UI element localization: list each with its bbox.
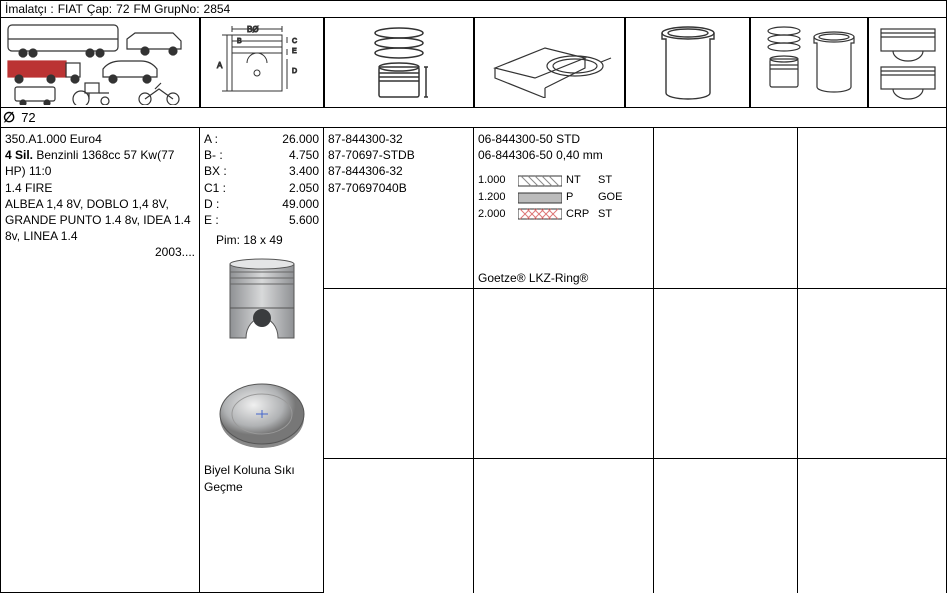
diameter-value: 72 — [116, 2, 129, 16]
ring-header: 06-844306-50 0,40 mm — [478, 147, 649, 163]
dim-label: C1 : — [204, 180, 234, 196]
data-grid: 350.A1.000 Euro4 4 Sil. Benzinli 1368cc … — [0, 128, 947, 593]
engine-column: 350.A1.000 Euro4 4 Sil. Benzinli 1368cc … — [0, 128, 200, 593]
diameter-symbol-icon: ∅ — [3, 109, 15, 126]
pim-spec: Pim: 18 x 49 — [216, 232, 319, 248]
group-label: FM GrupNo: — [134, 2, 200, 16]
dim-row: C1 :2.050 — [204, 180, 319, 196]
ring-mfr: ST — [598, 207, 612, 222]
engine-cyl-line: 4 Sil. Benzinli 1368cc 57 Kw(77 — [5, 147, 195, 163]
dim-label: B- : — [204, 147, 234, 163]
partno-line: 87-70697-STDB — [328, 147, 469, 163]
partno-line: 87-844306-32 — [328, 163, 469, 179]
ring-thickness: 2.000 — [478, 207, 514, 222]
empty-cell — [474, 289, 654, 458]
ring-spec-column: 06-844300-50 STD 06-844306-50 0,40 mm 1.… — [474, 128, 654, 288]
partno-column: 87-844300-32 87-70697-STDB 87-844306-32 … — [324, 128, 474, 288]
empty-cell — [654, 459, 798, 593]
diameter-row-value: 72 — [21, 110, 35, 125]
ring-set-box-icon — [474, 18, 625, 108]
group-value: 2854 — [204, 2, 231, 16]
ring-type: NT — [566, 173, 594, 188]
piston-plus-liner-icon — [750, 18, 868, 108]
dim-label: D : — [204, 196, 234, 212]
dim-label: A : — [204, 131, 234, 147]
empty-cell — [798, 459, 947, 593]
partno-line: 87-844300-32 — [328, 131, 469, 147]
header-bar: İmalatçı : FIAT Çap: 72 FM GrupNo: 2854 — [0, 0, 947, 18]
dim-row: D :49.000 — [204, 196, 319, 212]
dim-label: E : — [204, 212, 234, 228]
dim-value: 2.050 — [234, 180, 319, 196]
engine-code: 350.A1.000 Euro4 — [5, 131, 195, 147]
empty-cell — [474, 459, 654, 593]
svg-text:D: D — [292, 68, 297, 75]
ring-footer: Goetze® LKZ-Ring® — [478, 270, 588, 286]
dim-row: A :26.000 — [204, 131, 319, 147]
dim-value: 4.750 — [234, 147, 319, 163]
empty-lower-row-2 — [324, 459, 947, 593]
piston-dimensions-icon: BØ A B C E D — [200, 18, 324, 108]
piston-with-rings-icon — [324, 18, 474, 108]
ring-profile-icon — [518, 208, 562, 220]
empty-cell — [324, 289, 474, 458]
dimensions-column: A :26.000 B- :4.750 BX :3.400 C1 :2.050 … — [200, 128, 324, 593]
dim-row: E :5.600 — [204, 212, 319, 228]
ring-type: CRP — [566, 207, 594, 222]
fuel-spec: Benzinli 1368cc 57 Kw(77 — [33, 148, 174, 162]
dim-value: 5.600 — [234, 212, 319, 228]
empty-cell — [654, 289, 798, 458]
manufacturer-label: İmalatçı : — [5, 2, 54, 16]
piston-side-image — [204, 256, 319, 352]
svg-text:B: B — [237, 38, 242, 45]
ring-type: P — [566, 190, 594, 205]
empty-column-5 — [654, 128, 798, 288]
ring-spec-row: 1.200 P GOE — [478, 190, 649, 205]
ring-thickness: 1.000 — [478, 173, 514, 188]
empty-cell — [798, 289, 947, 458]
ring-profile-icon — [518, 192, 562, 204]
ring-spec-row: 1.000 NT ST — [478, 173, 649, 188]
ring-mfr: ST — [598, 173, 612, 188]
dim-row: BX :3.400 — [204, 163, 319, 179]
ring-spec-row: 2.000 CRP ST — [478, 207, 649, 222]
svg-text:C: C — [292, 38, 297, 45]
ring-header: 06-844300-50 STD — [478, 131, 649, 147]
vehicles-icon — [0, 18, 200, 108]
dim-value: 26.000 — [234, 131, 319, 147]
svg-text:E: E — [292, 48, 297, 55]
dim-label: BX : — [204, 163, 234, 179]
empty-cell — [324, 459, 474, 593]
piston-pair-side-icon — [868, 18, 947, 108]
svg-text:A: A — [217, 61, 223, 70]
ring-thickness: 1.200 — [478, 190, 514, 205]
dim-value: 3.400 — [234, 163, 319, 179]
engine-power: HP) 11:0 — [5, 163, 195, 179]
ring-profile-icon — [518, 175, 562, 187]
engine-name: 1.4 FIRE — [5, 180, 195, 196]
empty-column-6 — [798, 128, 947, 288]
diameter-label: Çap: — [87, 2, 112, 16]
dim-value: 49.000 — [234, 196, 319, 212]
cylinder-liner-icon — [625, 18, 750, 108]
engine-models: ALBEA 1,4 8V, DOBLO 1,4 8V, GRANDE PUNTO… — [5, 196, 195, 245]
dimensions-note: Biyel Koluna Sıkı Geçme — [204, 462, 319, 494]
piston-top-image — [204, 376, 319, 456]
partno-line: 87-70697040B — [328, 180, 469, 196]
dim-row: B- :4.750 — [204, 147, 319, 163]
ring-mfr: GOE — [598, 190, 622, 205]
engine-year: 2003.... — [155, 244, 195, 260]
empty-lower-row — [324, 288, 947, 459]
manufacturer-value: FIAT — [58, 2, 83, 16]
category-icon-row: BØ A B C E D — [0, 18, 947, 108]
cylinders-label: 4 Sil. — [5, 148, 33, 162]
diameter-row: ∅ 72 — [0, 108, 947, 128]
